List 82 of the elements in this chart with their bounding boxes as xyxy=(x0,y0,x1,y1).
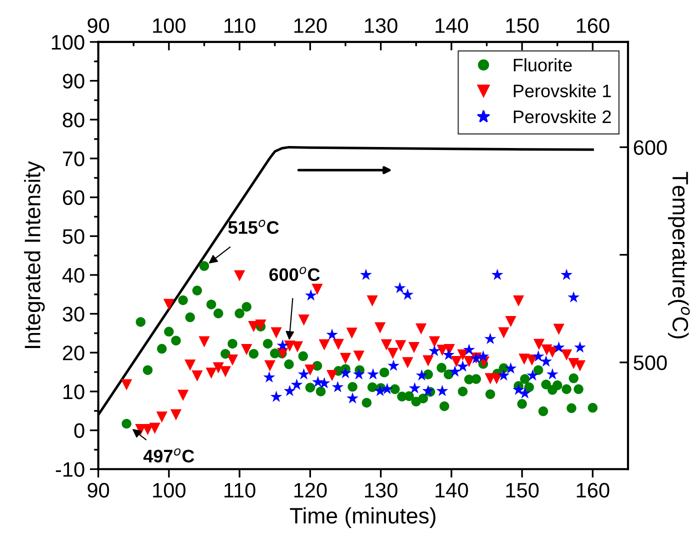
x-tick-label: 140 xyxy=(436,18,468,33)
point xyxy=(408,382,421,394)
point xyxy=(381,382,394,394)
point xyxy=(340,366,352,378)
point xyxy=(442,348,455,360)
point xyxy=(326,328,338,340)
point xyxy=(512,384,524,395)
point xyxy=(560,268,572,280)
point xyxy=(477,350,490,362)
annotation: 600$^{o}$C xyxy=(269,266,320,282)
y-tick-label: 0 xyxy=(74,423,84,438)
point xyxy=(532,350,544,362)
point xyxy=(374,384,386,396)
point xyxy=(491,268,504,280)
x2-tick-label: 110 xyxy=(224,482,256,498)
point xyxy=(540,355,552,367)
point xyxy=(463,344,476,355)
annotation: 497$^{o}$C xyxy=(143,448,194,463)
y-tick-label: 10 xyxy=(64,384,84,400)
point xyxy=(284,384,296,396)
point xyxy=(552,341,565,353)
y-tick-label: 90 xyxy=(62,74,84,89)
point xyxy=(388,360,400,371)
point xyxy=(352,368,365,380)
x-axis-title: Time (minutes) xyxy=(290,507,436,528)
x2-tick-label: 140 xyxy=(436,482,468,498)
y-tick-label: 70 xyxy=(62,151,84,166)
x-tick-label: 90 xyxy=(88,18,110,33)
x-tick-label: 110 xyxy=(224,18,256,33)
x-tick-label: 120 xyxy=(294,18,327,33)
point xyxy=(498,369,510,381)
y-tick-label: 100 xyxy=(52,34,84,50)
point xyxy=(332,380,344,392)
x-tick-label: 130 xyxy=(365,18,398,33)
point xyxy=(270,390,282,402)
point xyxy=(526,369,539,381)
point xyxy=(304,289,317,301)
x2-tick-label: 100 xyxy=(153,482,186,498)
x-tick-label: 160 xyxy=(576,18,610,33)
point xyxy=(416,369,428,381)
point xyxy=(456,360,469,372)
point xyxy=(394,282,406,294)
y2-axis-title: Temperature($^{o}$C) xyxy=(668,172,690,338)
point xyxy=(504,362,517,374)
x2-tick-label: 120 xyxy=(294,482,327,498)
point xyxy=(422,384,434,396)
point xyxy=(484,332,496,344)
point xyxy=(346,392,358,404)
point xyxy=(298,368,310,380)
point xyxy=(568,291,580,303)
annotation: 515$^{o}$C xyxy=(228,220,279,234)
point xyxy=(402,288,414,300)
y-tick-label: 40 xyxy=(62,268,84,283)
point xyxy=(574,341,586,353)
x2-tick-label: 90 xyxy=(88,482,110,498)
x2-tick-label: 160 xyxy=(576,482,610,498)
point xyxy=(428,344,440,356)
point xyxy=(449,365,461,377)
y2-tick-label: 500 xyxy=(634,355,667,370)
point xyxy=(290,378,303,390)
legend-label: Fluorite xyxy=(514,58,572,72)
y-tick-label: 30 xyxy=(62,306,84,322)
point xyxy=(312,376,324,388)
x2-tick-label: 150 xyxy=(506,482,539,498)
x-tick-label: 100 xyxy=(153,18,186,33)
legend-label: Perovskite 1 xyxy=(514,84,611,98)
y-tick-label: 60 xyxy=(62,190,84,206)
y-tick-label: 20 xyxy=(62,346,84,360)
point xyxy=(546,368,558,380)
y-tick-label: -10 xyxy=(56,462,84,477)
point xyxy=(263,371,276,383)
legend-label: Perovskite 2 xyxy=(514,110,611,124)
point xyxy=(276,339,289,351)
y2-tick-label: 600 xyxy=(634,140,667,155)
point xyxy=(367,368,379,380)
point xyxy=(360,268,372,280)
y-tick-label: 80 xyxy=(62,112,84,128)
y-axis-title: Integrated Intensity xyxy=(24,161,45,348)
point xyxy=(436,384,448,396)
x-tick-label: 150 xyxy=(506,18,539,33)
x2-tick-label: 130 xyxy=(365,482,398,498)
y-tick-label: 50 xyxy=(62,229,84,244)
